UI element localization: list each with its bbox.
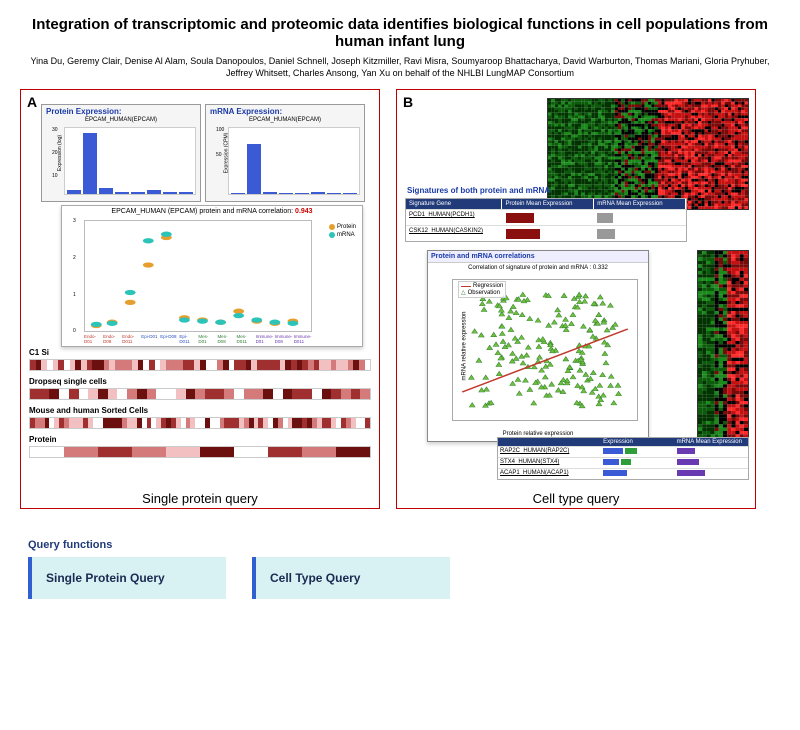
bar	[83, 133, 97, 195]
panel-a-letter: A	[27, 94, 37, 110]
bar	[99, 188, 113, 195]
sig-col-mrna: mRNA Mean Expression	[594, 199, 686, 209]
corr-label: EPCAM_HUMAN (EPCAM) protein and mRNA cor…	[111, 208, 293, 215]
bar	[343, 193, 357, 194]
page-title: Integration of transcriptomic and proteo…	[20, 16, 780, 50]
mrna-chart-title: mRNA Expression:	[210, 107, 282, 116]
bar	[311, 192, 325, 194]
gt-col1: Expression	[601, 438, 674, 446]
signatures-table: Signature Gene Protein Mean Expression m…	[405, 198, 687, 242]
single-protein-query-button[interactable]: Single Protein Query	[28, 557, 226, 599]
scatter-ylabel: mRNA relative expression	[462, 312, 468, 381]
sig-col-prot: Protein Mean Expression	[502, 199, 594, 209]
track-label: Protein	[29, 435, 379, 444]
corr-value: 0.943	[295, 208, 313, 215]
mrna-bar-chart: mRNA Expression: EPCAM_HUMAN(EPCAM) Expr…	[205, 104, 365, 202]
expression-track	[29, 417, 371, 429]
protein-mrna-scatter: Protein and mRNA correlations Correlatio…	[427, 250, 649, 442]
bar	[231, 193, 245, 194]
cell-type-query-button[interactable]: Cell Type Query	[252, 557, 450, 599]
bar	[279, 193, 293, 194]
scatter-sub-val: 0.332	[593, 265, 608, 271]
panel-a: A Protein Expression: EPCAM_HUMAN(EPCAM)…	[20, 89, 380, 509]
bar	[131, 192, 145, 194]
track-label: C1 Si	[29, 348, 379, 357]
expression-track	[29, 446, 371, 458]
mrna-chart-gene: EPCAM_HUMAN(EPCAM)	[206, 117, 364, 123]
query-functions-label: Query functions	[28, 539, 780, 551]
correlation-scatter: EPCAM_HUMAN (EPCAM) protein and mRNA cor…	[61, 205, 363, 347]
protein-bar-chart: Protein Expression: EPCAM_HUMAN(EPCAM) E…	[41, 104, 201, 202]
scatter-title: Protein and mRNA correlations	[428, 251, 648, 263]
bar	[115, 192, 129, 194]
bar	[327, 193, 341, 194]
expression-track	[29, 388, 371, 400]
author-list: Yina Du, Geremy Clair, Denise Al Alam, S…	[20, 56, 780, 79]
expression-track	[29, 359, 371, 371]
bar	[163, 192, 177, 194]
signatures-label: Signatures of both protein and mRNA	[407, 186, 550, 195]
bar	[247, 144, 261, 194]
panel-b-letter: B	[403, 94, 413, 110]
track-label: Mouse and human Sorted Cells	[29, 406, 379, 415]
heatmap-large	[547, 98, 749, 210]
gt-col0	[498, 438, 601, 446]
panel-b-caption: Cell type query	[397, 491, 755, 506]
panel-a-caption: Single protein query	[21, 491, 379, 506]
bar	[147, 190, 161, 194]
protein-chart-title: Protein Expression:	[46, 107, 122, 116]
protein-chart-gene: EPCAM_HUMAN(EPCAM)	[42, 117, 200, 123]
sig-col-gene: Signature Gene	[406, 199, 502, 209]
bar	[179, 192, 193, 194]
scatter-sub-pre: Correlation of signature of protein and …	[468, 265, 591, 271]
gene-expression-table: Expression mRNA Mean Expression RAP2C_HU…	[497, 437, 749, 480]
panel-b: B Signatures of both protein and mRNA Si…	[396, 89, 756, 509]
heatmap-side	[697, 250, 749, 452]
bar	[263, 192, 277, 195]
bar	[295, 193, 309, 194]
gt-col2: mRNA Mean Expression	[675, 438, 748, 446]
track-label: Dropseq single cells	[29, 377, 379, 386]
bar	[67, 190, 81, 194]
